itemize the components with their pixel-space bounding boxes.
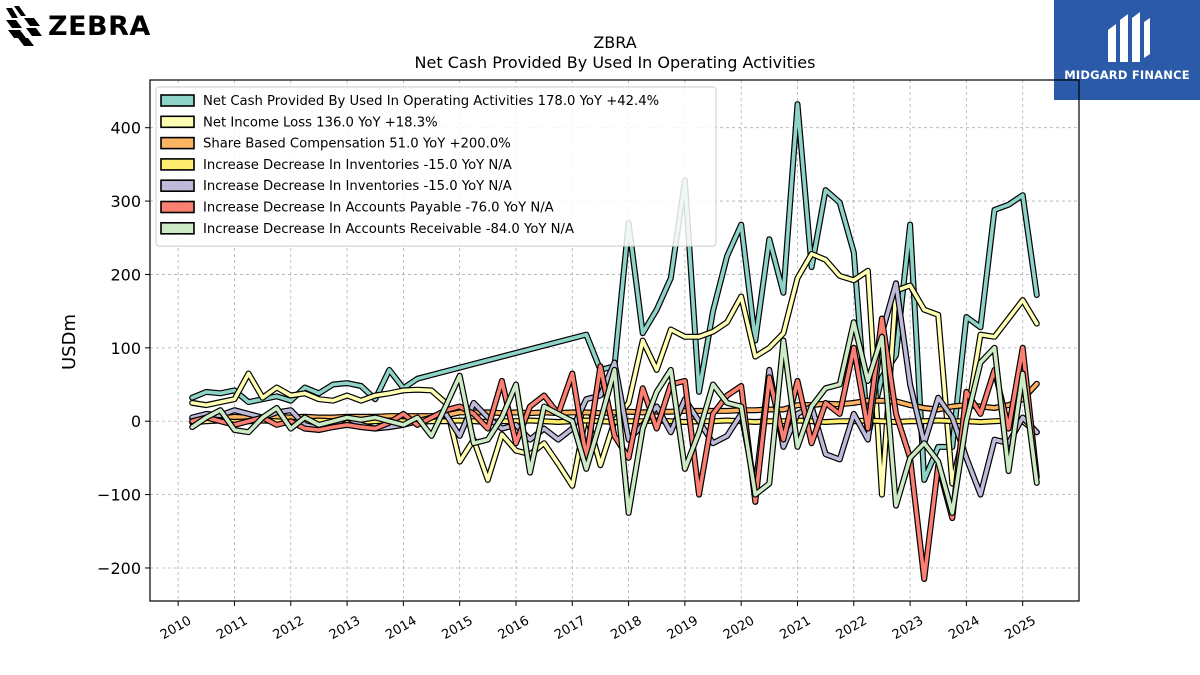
legend-label: Net Income Loss 136.0 YoY +18.3% [203, 115, 438, 130]
midgard-finance-badge: MIDGARD FINANCE [1054, 0, 1200, 100]
legend-item: Net Income Loss 136.0 YoY +18.3% [160, 115, 438, 130]
series-layer [189, 101, 1040, 582]
zebra-head-icon [6, 6, 42, 46]
x-tick-label: 2021 [777, 613, 813, 643]
legend-box [155, 86, 717, 247]
series-line [190, 316, 1039, 581]
x-tick-label: 2024 [946, 613, 982, 643]
x-tick-label: 2025 [1003, 613, 1039, 643]
legend-swatch [160, 222, 195, 235]
x-tick-label: 2016 [496, 613, 532, 643]
company-logo-text: ZEBRA [48, 10, 151, 42]
x-tick-label: 2011 [214, 613, 250, 643]
midgard-logo-icon [1108, 12, 1150, 62]
x-tick-label: 2019 [665, 613, 701, 643]
legend-label: Net Cash Provided By Used In Operating A… [203, 94, 659, 109]
company-logo: ZEBRA [4, 4, 151, 48]
x-tick-label: 2014 [383, 613, 419, 643]
x-tick-label: 2023 [890, 613, 926, 643]
plot-frame [149, 79, 1080, 602]
x-tick-label: 2017 [552, 613, 588, 643]
x-tick-label: 2010 [158, 613, 194, 643]
series-6 [189, 319, 1040, 516]
legend-swatch [160, 136, 195, 150]
legend-label: Increase Decrease In Accounts Receivable… [203, 222, 574, 237]
legend-swatch [160, 200, 195, 214]
legend-label: Share Based Compensation 51.0 YoY +200.0… [203, 137, 511, 152]
legend-label: Increase Decrease In Inventories -15.0 Y… [203, 179, 512, 194]
chart-title: ZBRA [593, 33, 636, 52]
legend-label: Increase Decrease In Accounts Payable -7… [203, 201, 554, 216]
x-tick-label: 2013 [327, 613, 363, 643]
legend-item: Increase Decrease In Accounts Receivable… [160, 222, 574, 237]
x-tick-label: 2020 [721, 613, 757, 643]
series-line [190, 320, 1039, 515]
y-tick-label: −100 [97, 486, 141, 505]
x-tick-label: 2018 [608, 613, 644, 643]
legend-item: Increase Decrease In Inventories -15.0 Y… [160, 179, 512, 194]
x-tick-label: 2022 [834, 613, 870, 643]
x-tick-label: 2012 [271, 613, 307, 643]
legend-item: Share Based Compensation 51.0 YoY +200.0… [160, 136, 511, 152]
y-tick-label: 0 [131, 412, 141, 431]
x-tick-label: 2015 [440, 613, 476, 643]
y-tick-label: 200 [110, 265, 141, 284]
legend-swatch [160, 94, 195, 107]
legend-swatch [160, 179, 195, 192]
legend-label: Increase Decrease In Inventories -15.0 Y… [203, 158, 512, 173]
legend-item: Net Cash Provided By Used In Operating A… [160, 94, 659, 109]
y-tick-label: 400 [110, 119, 141, 138]
y-tick-label: 300 [110, 192, 141, 211]
y-tick-label: −200 [97, 559, 141, 578]
y-tick-label: 100 [110, 339, 141, 358]
legend-swatch [160, 158, 195, 171]
legend-swatch [160, 115, 195, 129]
legend-item: Increase Decrease In Accounts Payable -7… [160, 200, 554, 216]
badge-text: MIDGARD FINANCE [1064, 68, 1190, 82]
y-axis-label: USDm [59, 314, 80, 370]
series-5 [189, 315, 1040, 582]
legend: Net Cash Provided By Used In Operating A… [155, 86, 717, 247]
legend-item: Increase Decrease In Inventories -15.0 Y… [160, 158, 512, 173]
chart-subtitle: Net Cash Provided By Used In Operating A… [415, 53, 816, 72]
